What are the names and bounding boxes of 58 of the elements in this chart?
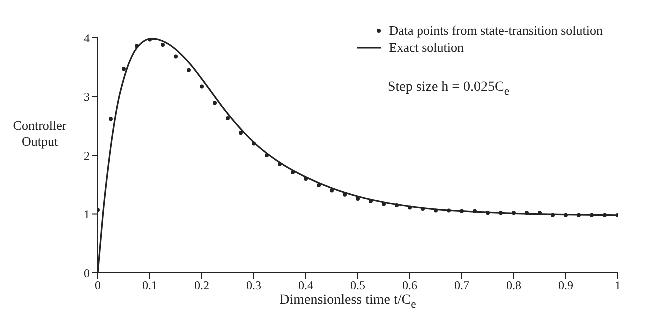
point	[213, 101, 217, 106]
point	[304, 177, 308, 181]
legend-label: Data points from state-transition solution	[389, 22, 603, 39]
point	[486, 211, 490, 216]
point	[278, 162, 282, 166]
x-tick-label: 1	[615, 278, 621, 293]
point	[161, 43, 165, 48]
point	[239, 131, 243, 136]
point	[590, 213, 594, 218]
point	[265, 154, 269, 158]
point	[330, 188, 334, 193]
point	[109, 117, 113, 122]
point	[564, 213, 568, 218]
x-tick-label: 0.2	[194, 278, 210, 293]
point	[174, 54, 178, 59]
point	[512, 211, 516, 216]
x-tick-label: 0.3	[246, 278, 262, 293]
point	[291, 170, 295, 175]
x-tick-label: 0.7	[454, 278, 470, 293]
x-axis-title: Dimensionless time t/C$_{e}$	[280, 293, 416, 311]
y-tick-label: 4	[84, 31, 90, 46]
x-tick-label: 0.1	[142, 278, 158, 293]
point	[421, 206, 425, 211]
x-tick-label: 0.5	[350, 278, 366, 293]
point	[187, 68, 191, 72]
point	[551, 213, 555, 218]
point	[603, 213, 607, 218]
point	[252, 142, 256, 146]
point	[395, 203, 399, 208]
y-tick-label: 3	[84, 90, 90, 104]
x-tick-label: 0.6	[402, 278, 418, 293]
point	[460, 209, 464, 214]
point	[356, 196, 360, 201]
point	[525, 211, 529, 216]
y-tick-label: 2	[84, 148, 90, 163]
point	[473, 209, 477, 214]
point	[135, 44, 139, 48]
point	[317, 183, 321, 188]
x-tick-label: 0.9	[558, 278, 574, 293]
point	[499, 211, 503, 216]
y-tick-label: 0	[84, 266, 90, 280]
x-tick-label: 0	[95, 278, 101, 293]
point	[200, 84, 204, 89]
y-axis-title: Controller Output	[13, 118, 67, 149]
point	[577, 213, 581, 218]
x-tick-label: 0.4	[298, 278, 314, 293]
annotation: Step size h = 0.025C$_{e}$	[388, 80, 510, 98]
point	[122, 67, 126, 72]
point	[148, 38, 152, 42]
legend-label: Exact solution	[389, 39, 464, 56]
point	[447, 208, 451, 213]
x-tick-label: 0.8	[506, 278, 522, 293]
point	[434, 208, 438, 213]
point	[408, 206, 412, 210]
point	[538, 211, 542, 216]
point	[226, 116, 230, 120]
y-tick-label: 1	[84, 208, 90, 222]
point	[343, 192, 347, 197]
